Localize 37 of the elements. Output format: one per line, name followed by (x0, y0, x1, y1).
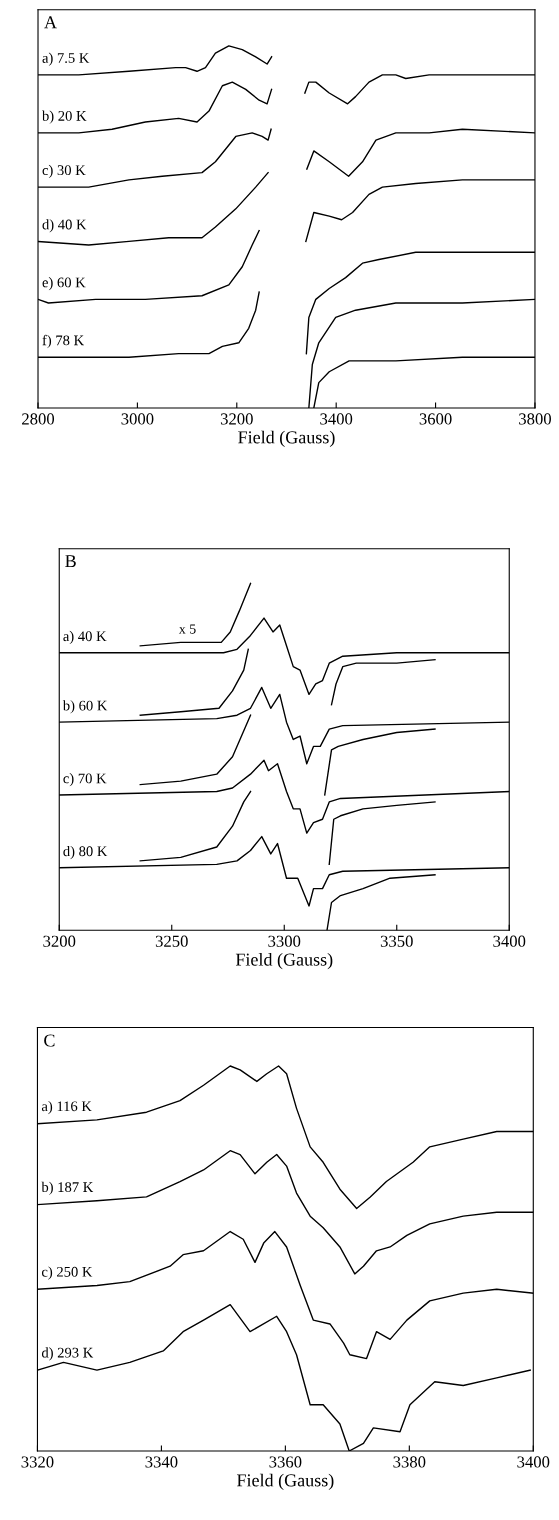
series-label: e) 60 K (42, 277, 86, 291)
series-label: c) 70 K (63, 773, 107, 787)
series-label: d) 293 K (41, 1347, 94, 1361)
text: C (44, 1034, 55, 1047)
series-label: c) 30 K (42, 164, 86, 179)
x-tick-label: 2800 (22, 413, 55, 425)
series-label: b) 20 K (41, 110, 87, 124)
x-tick-label: 3600 (419, 413, 452, 425)
x-tick-label: 3340 (145, 1456, 178, 1468)
series-label: a) 116 K (41, 1100, 92, 1115)
text: B (65, 555, 76, 568)
x-tick-label: 3000 (121, 413, 154, 425)
x-tick-label: 3200 (43, 935, 76, 947)
annotation: x 5 (178, 624, 196, 634)
x-tick-label: 3200 (220, 413, 253, 425)
series-label: b) 60 K (62, 700, 108, 714)
x-tick-label: 3350 (380, 935, 413, 947)
series-label: a) 7.5 K (42, 52, 90, 66)
x-tick-label: 3250 (155, 935, 188, 947)
x-tick-label: 3400 (493, 935, 526, 947)
x-tick-label: 3320 (21, 1456, 54, 1468)
series-label: f) 78 K (42, 334, 84, 349)
text: A (44, 16, 57, 29)
series-label: d) 80 K (63, 845, 108, 860)
series-label: a) 40 K (63, 630, 107, 645)
series-label: d) 40 K (42, 219, 87, 233)
series-label: b) 187 K (41, 1181, 94, 1195)
x-tick-label: 3400 (320, 413, 353, 425)
x-axis-title: Field (Gauss) (238, 430, 335, 448)
x-axis-title: Field (Gauss) (236, 1473, 334, 1491)
x-tick-label: 3400 (517, 1456, 550, 1468)
x-tick-label: 3800 (519, 413, 551, 425)
series-label: c) 250 K (41, 1266, 93, 1280)
x-tick-label: 3360 (269, 1456, 302, 1468)
x-axis-title: Field (Gauss) (235, 952, 333, 970)
x-tick-label: 3380 (393, 1456, 426, 1468)
x-tick-label: 3300 (268, 935, 301, 947)
